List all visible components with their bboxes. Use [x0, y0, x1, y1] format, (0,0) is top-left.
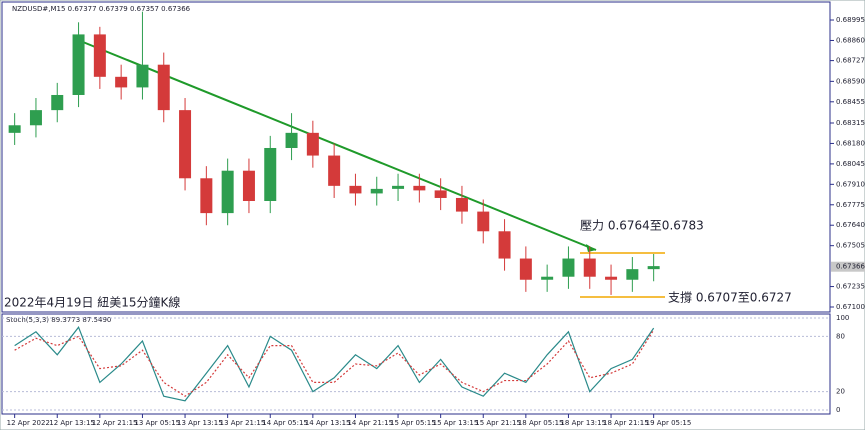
y-tick-label: 0.67505: [836, 242, 865, 250]
y-tick-label: 0.68727: [836, 57, 865, 65]
stoch-panel: [1, 313, 831, 415]
x-tick-label: 12 Apr 21:15: [92, 419, 138, 427]
y-tick-label: 0.67775: [836, 201, 865, 209]
x-tick-label: 14 Apr 13:15: [305, 419, 351, 427]
candle-body: [157, 64, 170, 111]
x-tick-label: 13 Apr 05:15: [134, 419, 180, 427]
main-panel: [1, 1, 831, 313]
candle-body: [8, 125, 21, 133]
candle-body: [434, 190, 447, 198]
candle-body: [498, 231, 511, 259]
candle-body: [221, 170, 234, 214]
y-tick-label: 0.67100: [836, 303, 865, 311]
y-tick-label: 0.68315: [836, 119, 865, 127]
candle-body: [541, 276, 554, 280]
x-tick-label: 18 Apr 21:15: [603, 419, 649, 427]
y-tick-label: 0.68455: [836, 98, 865, 106]
y-tick-label: 0.67235: [836, 283, 865, 291]
y-tick-label: 0.68045: [836, 160, 865, 168]
candle-body: [647, 266, 660, 270]
x-tick-label: 18 Apr 13:15: [560, 419, 606, 427]
candle-body: [392, 185, 405, 189]
candle-body: [605, 276, 618, 280]
candle-body: [115, 76, 128, 88]
chart-header: NZDUSD#,M15 0.67377 0.67379 0.67357 0.67…: [12, 5, 191, 13]
y-tick-label: 100: [836, 314, 849, 322]
candle-body: [136, 64, 149, 88]
candle-body: [306, 132, 319, 156]
candle-body: [200, 178, 213, 214]
x-tick-label: 18 Apr 05:15: [518, 419, 564, 427]
y-tick-label: 0.68180: [836, 139, 865, 147]
candle-body: [349, 185, 362, 194]
candle-body: [477, 211, 490, 232]
x-tick-label: 14 Apr 21:15: [347, 419, 393, 427]
annotation: 壓力 0.6764至0.6783: [580, 219, 704, 233]
candle-body: [285, 132, 298, 148]
x-tick-label: 13 Apr 21:15: [220, 419, 266, 427]
x-tick-label: 15 Apr 13:15: [433, 419, 479, 427]
stoch-header: Stoch(5,3,3) 89.3773 87.5490: [6, 316, 111, 324]
candle-body: [51, 94, 64, 111]
x-tick-label: 14 Apr 05:15: [262, 419, 308, 427]
y-tick-label: 0.68860: [836, 36, 865, 44]
candle-body: [328, 155, 341, 186]
y-tick-label: 0.67910: [836, 180, 865, 188]
x-tick-label: 12 Apr 13:15: [49, 419, 95, 427]
annotation: 支撐 0.6707至0.6727: [668, 291, 792, 305]
x-tick-label: 15 Apr 05:15: [390, 419, 436, 427]
y-tick-label: 0.68590: [836, 77, 865, 85]
stoch-line: [14, 325, 655, 402]
y-tick-label: 80: [836, 332, 845, 340]
candle-body: [72, 34, 85, 95]
candle-body: [242, 170, 255, 201]
candle-body: [264, 147, 277, 201]
candle-body: [455, 197, 468, 212]
candle-body: [519, 258, 532, 280]
y-tick-label: 0.67640: [836, 221, 865, 229]
x-tick-label: 15 Apr 21:15: [475, 419, 521, 427]
stoch-line: [14, 329, 655, 397]
candle-body: [562, 258, 575, 277]
annotation: 2022年4月19日 紐美15分鐘K線: [4, 295, 180, 310]
price-tag: [831, 261, 865, 272]
candle-body: [179, 110, 192, 179]
y-tick-label: 0.68995: [836, 16, 865, 24]
candle-body: [370, 188, 383, 194]
candle-body: [626, 269, 639, 280]
x-tick-label: 12 Apr 2022: [7, 419, 50, 427]
candle-body: [29, 110, 42, 126]
y-tick-label: 20: [836, 388, 845, 396]
x-tick-label: 19 Apr 05:15: [646, 419, 692, 427]
candle-body: [413, 185, 426, 191]
y-tick-label: 0: [836, 406, 840, 414]
candle-body: [583, 258, 596, 277]
current-price: 0.67366: [836, 263, 865, 271]
x-tick-label: 13 Apr 13:15: [177, 419, 223, 427]
candle-body: [93, 34, 106, 77]
arrow-head: [586, 244, 596, 252]
